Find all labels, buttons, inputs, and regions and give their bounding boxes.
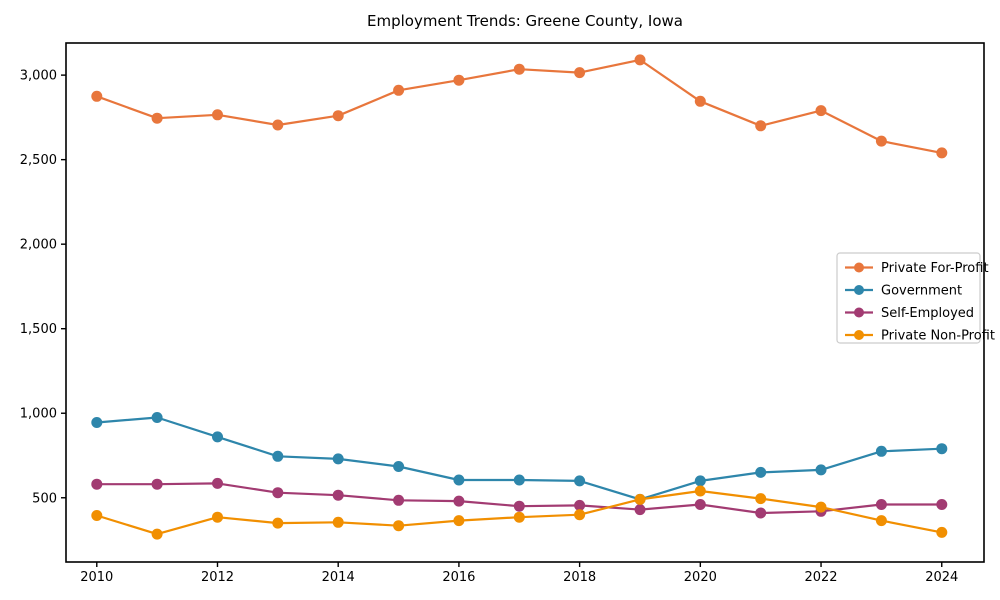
legend-marker-dot-private-non-profit: [854, 330, 864, 340]
data-point-private-for-profit: [574, 67, 586, 79]
data-point-government: [755, 466, 767, 478]
legend-label-government: Government: [881, 284, 962, 299]
data-point-private-non-profit: [212, 511, 223, 523]
data-point-government: [815, 464, 827, 476]
x-axis-tick-label: 2010: [80, 570, 113, 585]
data-point-private-for-profit: [815, 105, 827, 117]
line-series-government: [95, 416, 943, 501]
data-point-private-non-profit: [574, 509, 586, 521]
data-point-private-for-profit: [91, 90, 103, 102]
data-point-self-employed: [212, 477, 223, 489]
legend-label-self-employed: Self-Employed: [881, 306, 974, 321]
data-point-private-non-profit: [694, 485, 706, 497]
data-point-private-for-profit: [634, 54, 646, 66]
data-point-government: [332, 453, 344, 465]
data-point-private-non-profit: [634, 493, 646, 505]
data-point-self-employed: [513, 500, 525, 512]
x-axis-tick-label: 2018: [563, 570, 596, 585]
data-point-self-employed: [151, 478, 163, 490]
data-point-government: [151, 412, 163, 423]
y-axis-tick-label: 500: [32, 491, 57, 506]
data-point-government: [272, 450, 284, 462]
data-point-private-for-profit: [936, 147, 948, 159]
data-point-government: [875, 445, 887, 457]
data-point-private-non-profit: [453, 515, 465, 527]
data-point-government: [453, 474, 465, 486]
data-point-self-employed: [936, 499, 948, 510]
data-point-self-employed: [91, 478, 103, 490]
data-point-private-for-profit: [694, 95, 706, 107]
data-point-private-non-profit: [393, 520, 405, 532]
x-axis-tick-label: 2014: [322, 570, 355, 585]
data-point-private-non-profit: [815, 501, 827, 513]
x-axis-tick-label: 2024: [925, 570, 958, 585]
y-axis-tick-label: 3,000: [20, 69, 57, 84]
data-point-government: [694, 475, 706, 487]
data-point-self-employed: [694, 499, 706, 510]
data-point-self-employed: [574, 499, 586, 511]
legend-label-private-for-profit: Private For-Profit: [881, 261, 989, 276]
data-point-private-non-profit: [936, 526, 948, 538]
data-point-government: [574, 475, 586, 487]
data-point-private-for-profit: [755, 120, 767, 132]
chart-title: Employment Trends: Greene County, Iowa: [367, 12, 683, 30]
x-axis-tick-label: 2020: [684, 570, 717, 585]
data-point-self-employed: [875, 499, 887, 510]
y-axis-tick-label: 1,000: [20, 407, 57, 422]
data-point-government: [513, 474, 525, 486]
data-point-private-non-profit: [875, 515, 887, 527]
data-point-self-employed: [393, 494, 405, 506]
data-point-government: [212, 431, 223, 443]
x-axis-tick-label: 2016: [442, 570, 475, 585]
data-point-private-non-profit: [332, 516, 344, 528]
data-point-government: [936, 443, 948, 455]
data-point-private-non-profit: [91, 510, 103, 521]
data-point-private-non-profit: [755, 493, 767, 505]
data-point-private-for-profit: [393, 84, 405, 96]
data-point-government: [393, 461, 405, 472]
data-point-private-for-profit: [272, 119, 284, 131]
data-point-private-for-profit: [453, 74, 465, 86]
data-point-private-for-profit: [151, 112, 163, 124]
data-point-self-employed: [755, 507, 767, 519]
x-axis-tick-label: 2012: [201, 570, 234, 585]
data-point-self-employed: [332, 489, 344, 501]
y-axis-tick-label: 2,500: [20, 153, 57, 168]
data-point-private-non-profit: [272, 517, 284, 529]
data-point-private-non-profit: [513, 511, 525, 523]
data-point-self-employed: [272, 487, 284, 499]
x-axis-tick-label: 2022: [804, 570, 837, 585]
data-point-private-for-profit: [513, 63, 525, 75]
data-point-government: [91, 417, 103, 428]
plot-frame: [65, 42, 985, 563]
y-axis-tick-label: 2,000: [20, 238, 57, 253]
y-axis-tick-label: 1,500: [20, 322, 57, 337]
legend-marker-dot-self-employed: [854, 307, 864, 318]
legend-marker-dot-government: [854, 285, 864, 295]
data-point-self-employed: [634, 504, 646, 516]
legend-marker-dot-private-for-profit: [854, 262, 864, 273]
legend-label-private-non-profit: Private Non-Profit: [881, 329, 995, 344]
data-point-private-for-profit: [875, 135, 887, 147]
data-point-private-for-profit: [332, 110, 344, 122]
legend-box: [836, 252, 981, 344]
data-point-private-for-profit: [212, 109, 223, 121]
data-point-self-employed: [453, 495, 465, 507]
data-point-private-non-profit: [151, 528, 163, 540]
